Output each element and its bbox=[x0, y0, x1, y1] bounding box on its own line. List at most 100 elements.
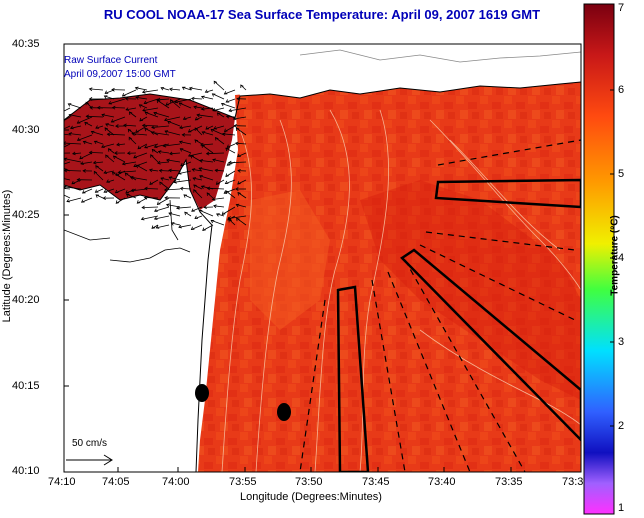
current-vector bbox=[221, 103, 236, 109]
current-vector-head bbox=[237, 168, 241, 173]
current-vector bbox=[116, 143, 126, 146]
current-vector-head bbox=[191, 168, 196, 172]
current-vector-head bbox=[174, 99, 179, 104]
current-vector bbox=[84, 122, 93, 127]
current-vector-head bbox=[117, 170, 122, 174]
current-vector-head bbox=[227, 216, 232, 220]
current-vector-head bbox=[178, 140, 183, 145]
current-vector-head bbox=[211, 93, 216, 97]
current-vector-head bbox=[101, 113, 105, 118]
current-vector-head bbox=[141, 89, 146, 94]
current-vector-head bbox=[56, 165, 59, 168]
current-vector bbox=[95, 125, 104, 129]
y-tick-label: 40:30 bbox=[12, 124, 40, 136]
current-vector-head bbox=[144, 144, 148, 149]
current-vector bbox=[193, 177, 203, 181]
current-vector bbox=[64, 107, 71, 112]
current-vector bbox=[95, 188, 104, 193]
current-vector-head bbox=[168, 176, 173, 180]
current-vector bbox=[178, 224, 192, 228]
current-vector-head bbox=[148, 168, 153, 173]
current-vector-head bbox=[151, 125, 155, 130]
current-vector-head bbox=[121, 161, 126, 166]
current-vector bbox=[144, 188, 159, 190]
current-vector-head bbox=[103, 170, 108, 174]
current-vector bbox=[175, 98, 192, 103]
current-vector-head bbox=[149, 181, 153, 186]
sst-cool-patch bbox=[250, 190, 330, 330]
current-vector bbox=[135, 96, 148, 100]
current-vector bbox=[153, 112, 170, 118]
current-vector-head bbox=[235, 187, 239, 191]
current-vector bbox=[129, 111, 137, 118]
current-vector-head bbox=[68, 113, 73, 118]
current-vector-head bbox=[71, 180, 76, 185]
current-vector bbox=[194, 215, 203, 219]
current-vector-head bbox=[196, 113, 201, 118]
x-tick-label: 73:40 bbox=[428, 476, 456, 488]
current-label: Raw Surface Current bbox=[64, 55, 158, 66]
current-vector-head bbox=[199, 159, 204, 163]
current-vector-head bbox=[125, 190, 129, 194]
current-vector bbox=[108, 98, 126, 105]
current-vector bbox=[235, 142, 247, 145]
current-vector-head bbox=[181, 132, 186, 137]
current-vector-head bbox=[226, 144, 231, 148]
current-vector bbox=[71, 179, 82, 185]
current-vector bbox=[137, 143, 148, 150]
current-vector bbox=[233, 116, 247, 120]
current-vector-head bbox=[228, 218, 232, 223]
current-vector-head bbox=[141, 123, 146, 128]
current-vector bbox=[105, 123, 115, 127]
current-vector bbox=[237, 179, 247, 185]
current-vector-head bbox=[164, 130, 169, 134]
current-vector-head bbox=[225, 173, 229, 178]
current-vector-head bbox=[108, 101, 113, 105]
current-vector bbox=[202, 131, 214, 136]
current-vector-head bbox=[234, 141, 239, 146]
current-vector bbox=[236, 204, 247, 208]
current-vector bbox=[212, 107, 225, 112]
current-vector-head bbox=[179, 125, 183, 130]
current-vector-head bbox=[138, 104, 143, 108]
current-vector-head bbox=[210, 128, 215, 133]
current-vector bbox=[237, 192, 247, 199]
current-vector bbox=[191, 98, 203, 100]
current-vector bbox=[126, 193, 137, 199]
current-vector-head bbox=[193, 189, 197, 193]
current-vector bbox=[212, 93, 225, 100]
current-vector-head bbox=[206, 186, 211, 191]
current-vector bbox=[201, 107, 214, 110]
current-vector-head bbox=[192, 177, 197, 181]
current-vector bbox=[207, 187, 225, 190]
current-vector bbox=[191, 224, 203, 230]
current-vector bbox=[237, 152, 247, 157]
current-vector bbox=[169, 88, 181, 91]
y-tick-label: 40:25 bbox=[12, 209, 40, 221]
current-vector-head bbox=[134, 86, 139, 91]
current-vector-head bbox=[190, 154, 194, 159]
current-vector-head bbox=[151, 148, 156, 153]
current-vector-head bbox=[69, 125, 74, 130]
current-vector bbox=[206, 152, 225, 155]
current-vector-head bbox=[184, 211, 188, 216]
current-vector bbox=[64, 143, 71, 148]
map-title: RU COOL NOAA-17 Sea Surface Temperature:… bbox=[103, 7, 541, 22]
current-vector-head bbox=[85, 114, 90, 119]
current-vector bbox=[193, 189, 203, 199]
y-tick-label: 40:35 bbox=[12, 38, 40, 50]
current-vector bbox=[168, 212, 181, 217]
current-vector-head bbox=[115, 200, 120, 204]
current-vector bbox=[144, 128, 159, 136]
current-vector-head bbox=[220, 103, 225, 107]
current-vector-head bbox=[123, 123, 127, 128]
current-vector-head bbox=[237, 181, 241, 185]
current-vector bbox=[213, 80, 225, 91]
current-vector bbox=[125, 172, 137, 181]
current-vector-head bbox=[200, 106, 205, 111]
current-vector bbox=[64, 142, 82, 145]
current-vector-head bbox=[106, 132, 111, 137]
x-tick-label: 74:00 bbox=[162, 476, 190, 488]
current-vector bbox=[193, 106, 203, 109]
